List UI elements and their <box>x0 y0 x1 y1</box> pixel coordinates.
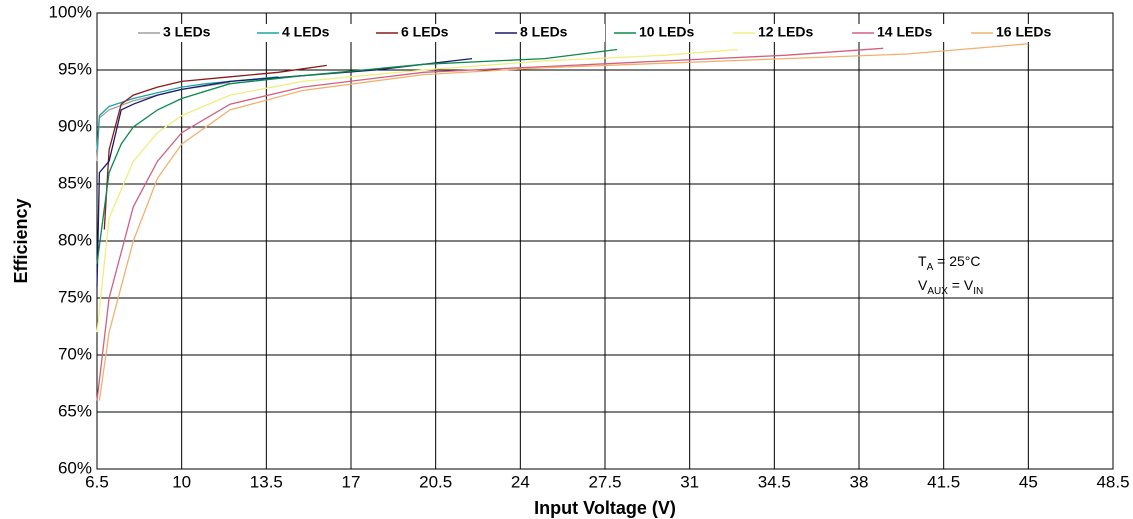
legend-label: 8 LEDs <box>520 24 568 40</box>
annotation-part: A <box>927 262 934 273</box>
x-tick-label: 31 <box>680 472 699 491</box>
series-line <box>96 48 739 333</box>
x-tick-label: 38 <box>850 472 869 491</box>
legend-label: 14 LEDs <box>877 24 932 40</box>
x-tick-label: 34.5 <box>758 472 791 491</box>
x-tick-label: 6.5 <box>85 472 109 491</box>
x-tick-label: 41.5 <box>927 472 960 491</box>
y-tick-label: 65% <box>58 401 92 420</box>
y-tick-label: 60% <box>58 458 92 477</box>
y-tick-label: 90% <box>58 116 92 135</box>
annotation-part: V <box>918 277 928 293</box>
legend-bg <box>731 24 843 42</box>
x-tick-label: 27.5 <box>588 472 621 491</box>
x-tick-label: 48.5 <box>1096 472 1129 491</box>
annotation-part: = 25°C <box>933 253 980 269</box>
annotation-part: AUX <box>927 286 948 297</box>
series-line <box>96 48 618 264</box>
legend-bg <box>255 24 367 42</box>
y-tick-label: 70% <box>58 344 92 363</box>
legend-label: 12 LEDs <box>758 24 813 40</box>
legend-bg <box>136 24 248 42</box>
legend-label: 16 LEDs <box>996 24 1051 40</box>
y-tick-label: 75% <box>58 287 92 306</box>
y-tick-label: 80% <box>58 230 92 249</box>
legend-bg <box>850 24 962 42</box>
legend-label: 6 LEDs <box>401 24 449 40</box>
annotation-part: T <box>918 253 927 269</box>
x-tick-label: 17 <box>342 472 361 491</box>
y-tick-label: 100% <box>49 2 92 21</box>
legend-label: 4 LEDs <box>282 24 330 40</box>
annotation-part: IN <box>973 286 983 297</box>
x-tick-label: 10 <box>172 472 191 491</box>
x-tick-label: 24 <box>511 472 530 491</box>
annotation: VAUX = VIN <box>918 277 983 297</box>
legend-bg <box>612 24 724 42</box>
x-axis-label: Input Voltage (V) <box>534 498 676 518</box>
legend-label: 10 LEDs <box>639 24 694 40</box>
series-line <box>98 43 1029 401</box>
y-axis-label: Efficiency <box>11 198 31 283</box>
x-tick-label: 20.5 <box>419 472 452 491</box>
legend-bg <box>969 24 1081 42</box>
series-line <box>96 47 884 401</box>
y-tick-label: 95% <box>58 59 92 78</box>
annotation-part: = V <box>948 277 974 293</box>
legend-label: 3 LEDs <box>163 24 211 40</box>
legend-bg <box>493 24 605 42</box>
annotation: TA = 25°C <box>918 253 980 273</box>
x-tick-label: 13.5 <box>250 472 283 491</box>
legend-bg <box>374 24 486 42</box>
series-line <box>103 64 327 230</box>
x-tick-label: 45 <box>1019 472 1038 491</box>
y-tick-label: 85% <box>58 173 92 192</box>
